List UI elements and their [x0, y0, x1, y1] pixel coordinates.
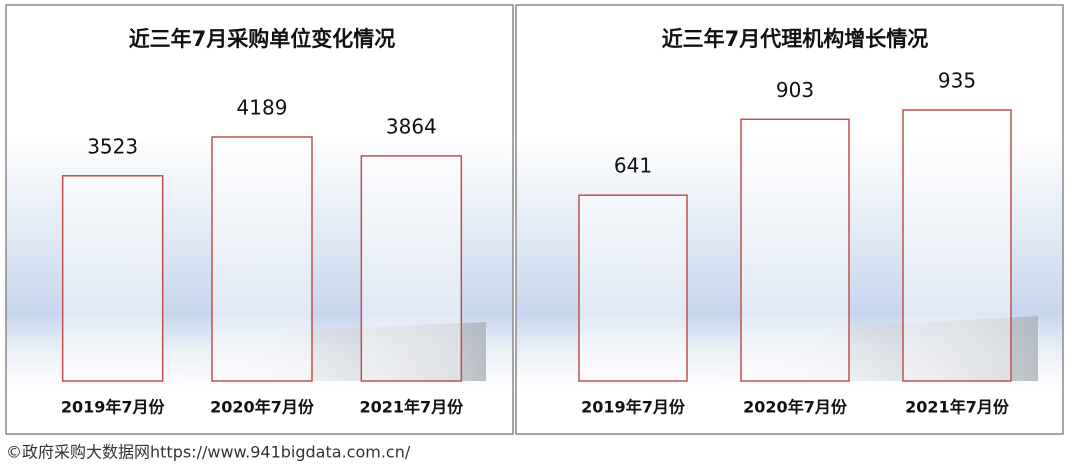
shadow	[680, 316, 1038, 381]
bar	[360, 155, 463, 382]
x-tick-label: 2019年7月份	[581, 398, 686, 417]
value-label: 4189	[237, 96, 288, 120]
bar	[902, 109, 1012, 382]
x-tick-label: 2021年7月份	[359, 398, 464, 417]
value-label: 903	[776, 78, 814, 102]
x-tick-label: 2019年7月份	[61, 398, 166, 417]
chart-title: 近三年7月采购单位变化情况	[129, 27, 396, 51]
bar	[211, 136, 313, 382]
chart-title: 近三年7月代理机构增长情况	[662, 27, 929, 51]
x-tick-label: 2020年7月份	[743, 398, 848, 417]
bar	[61, 175, 164, 382]
bar	[578, 194, 688, 382]
footer: ©政府采购大数据网https://www.941bigdata.com.cn/	[6, 443, 411, 462]
bar	[740, 118, 850, 382]
x-tick-label: 2021年7月份	[905, 398, 1010, 417]
shadow	[150, 322, 486, 381]
value-label: 3864	[386, 114, 437, 138]
value-label: 935	[938, 69, 976, 93]
value-label: 3523	[87, 134, 138, 158]
value-label: 641	[614, 154, 652, 178]
x-tick-label: 2020年7月份	[210, 398, 315, 417]
